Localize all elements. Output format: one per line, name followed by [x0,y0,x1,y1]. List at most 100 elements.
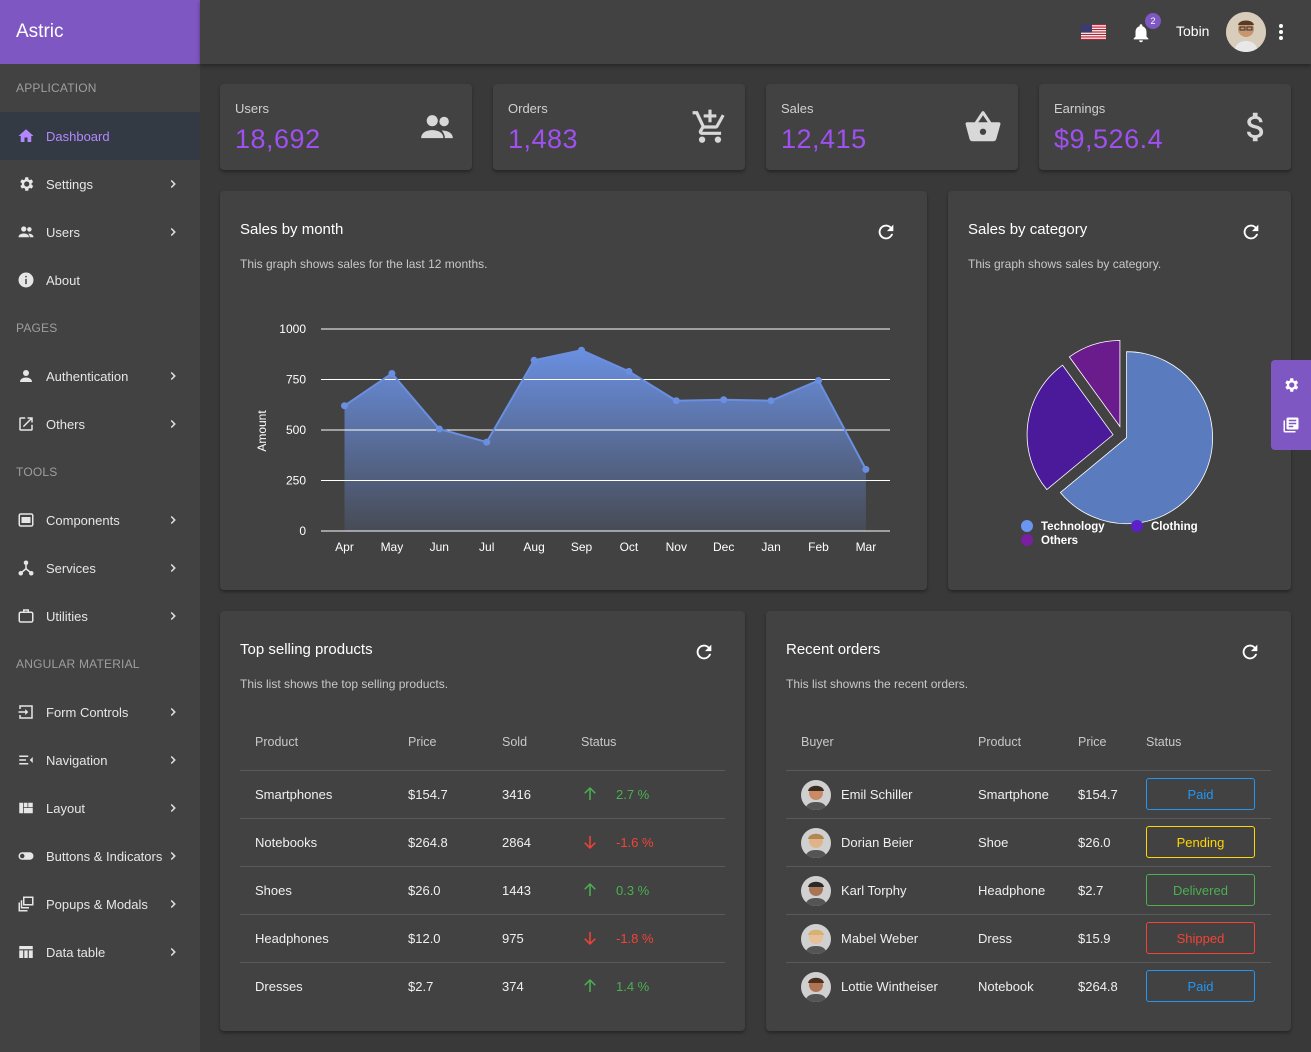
sidebar-item-popups-modals[interactable]: Popups & Modals [0,880,200,928]
sidebar-item-utilities[interactable]: Utilities [0,592,200,640]
card-title: Recent orders [786,641,881,658]
sales-area-chart: 0 250 500 750 1000 Apr May Jun Jul Aug Sep Oct Nov De… [255,322,890,554]
data-point [625,367,633,375]
status-button[interactable]: Shipped [1146,922,1255,954]
x-tick-label: Feb [808,540,829,554]
table-row[interactable]: Headphones $12.0 975 -1.8 % [240,914,725,962]
avatar[interactable] [1226,12,1266,52]
column-header[interactable]: Price [1078,735,1107,749]
column-header[interactable]: Buyer [801,735,834,749]
table-row[interactable]: Dresses $2.7 374 1.4 % [240,962,725,1010]
section-application: APPLICATION [16,81,97,95]
sold-cell: 374 [502,979,524,994]
sidebar-item-layout[interactable]: Layout [0,784,200,832]
chevron-right-icon [170,851,176,861]
sidebar-item-authentication[interactable]: Authentication [0,352,200,400]
arrow-up-icon [584,786,596,800]
x-tick-label: Aug [523,540,544,554]
table-row[interactable]: Smartphones $154.7 3416 2.7 % [240,770,725,818]
stat-value: 18,692 [235,124,321,154]
pie-slice [1068,340,1121,428]
status-button[interactable]: Pending [1146,826,1255,858]
sidebar-item-label: Popups & Modals [46,896,148,912]
price-cell: $264.8 [1078,979,1118,994]
sidebar-item-label: Layout [46,800,86,816]
x-tick-label: May [381,540,404,554]
sales-pie-chart: Technology Clothing Others [1021,340,1213,547]
brand-logo[interactable]: Astric [0,0,200,64]
refresh-icon[interactable] [1239,641,1261,663]
sidebar-item-label: Settings [46,176,93,192]
us-flag-icon[interactable] [1081,24,1106,40]
column-header[interactable]: Status [581,735,617,749]
topbar: 2 Tobin [200,0,1311,64]
sidebar-item-label: Navigation [46,752,108,768]
table-row[interactable]: Shoes $26.0 1443 0.3 % [240,866,725,914]
product-cell: Headphone [978,883,1046,898]
legend-marker [1131,520,1143,532]
docs-icon[interactable] [1282,416,1300,434]
stat-label: Sales [781,101,814,116]
sidebar-item-buttons-indicators[interactable]: Buttons & Indicators [0,832,200,880]
product-cell: Shoes [255,883,292,898]
avatar [801,780,831,810]
sidebar-item-navigation[interactable]: Navigation [0,736,200,784]
notification-badge: 2 [1145,13,1161,29]
table-row[interactable]: Lottie Wintheiser Notebook $264.8 Paid [786,962,1271,1010]
data-point [862,465,870,473]
refresh-icon[interactable] [693,641,715,663]
sidebar-item-dashboard[interactable]: Dashboard [0,112,200,160]
section-angular-material: ANGULAR MATERIAL [16,657,140,671]
section-pages: PAGES [16,321,58,335]
stat-card-earnings: Earnings $9,526.4 [1039,84,1291,170]
chevron-right-icon [170,563,176,573]
x-tick-label: Sep [571,540,593,554]
settings-drawer-tab [1271,360,1311,450]
product-cell: Smartphone [978,787,1049,802]
pie-slice [1026,364,1114,491]
gear-icon[interactable] [1282,376,1300,394]
more-vert-icon[interactable] [1276,22,1286,42]
arrow-up-icon [584,978,596,992]
orders-table: Buyer Product Price Status Emil Schiller… [786,735,1271,1015]
sidebar-item-about[interactable]: About [0,256,200,304]
chevron-right-icon [170,371,176,381]
data-point [435,425,443,433]
table-row[interactable]: Notebooks $264.8 2864 -1.6 % [240,818,725,866]
status-cell: 0.3 % [616,883,650,898]
stat-label: Orders [508,101,548,116]
recent-orders-card: Recent orders This list showns the recen… [766,611,1291,1031]
data-point [815,377,822,385]
users-icon [421,115,453,139]
column-header[interactable]: Status [1146,735,1182,749]
status-button[interactable]: Delivered [1146,874,1255,906]
username[interactable]: Tobin [1176,23,1210,39]
y-tick-label: 250 [286,474,306,488]
bell-icon[interactable] [1130,22,1152,44]
sidebar-item-users[interactable]: Users [0,208,200,256]
sold-cell: 975 [502,931,524,946]
table-row[interactable]: Dorian Beier Shoe $26.0 Pending [786,818,1271,866]
status-button[interactable]: Paid [1146,970,1255,1002]
column-header[interactable]: Price [408,735,437,749]
sidebar-item-form-controls[interactable]: Form Controls [0,688,200,736]
input-icon [16,702,36,722]
column-header[interactable]: Product [978,735,1022,749]
buyer-cell: Karl Torphy [841,883,907,898]
data-point [672,397,680,405]
avatar [801,972,831,1002]
column-header[interactable]: Sold [502,735,528,749]
table-row[interactable]: Mabel Weber Dress $15.9 Shipped [786,914,1271,962]
buyer-cell: Dorian Beier [841,835,914,850]
sidebar-item-label: Others [46,416,86,432]
sidebar-item-components[interactable]: Components [0,496,200,544]
sidebar-item-services[interactable]: Services [0,544,200,592]
status-button[interactable]: Paid [1146,778,1255,810]
column-header[interactable]: Product [255,735,299,749]
sidebar-item-others[interactable]: Others [0,400,200,448]
table-row[interactable]: Emil Schiller Smartphone $154.7 Paid [786,770,1271,818]
sidebar-item-settings[interactable]: Settings [0,160,200,208]
sidebar-item-label: About [46,272,80,288]
sidebar-item-data-table[interactable]: Data table [0,928,200,976]
table-row[interactable]: Karl Torphy Headphone $2.7 Delivered [786,866,1271,914]
